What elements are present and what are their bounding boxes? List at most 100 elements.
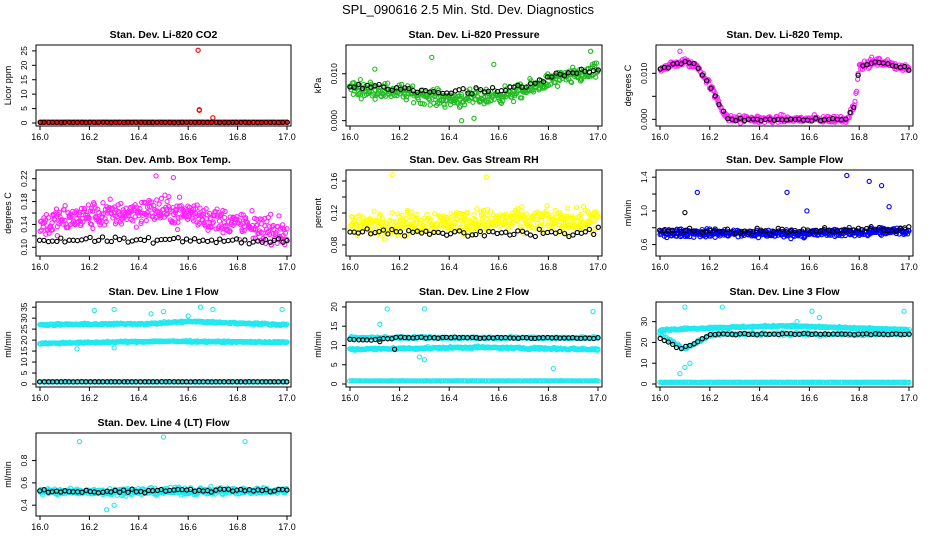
y-tick-label: 5 [19,106,29,111]
data-point [205,224,212,230]
data-point [356,81,362,88]
data-point [885,61,891,67]
chart-title: Stan. Dev. Line 3 Flow [729,286,840,298]
data-point [498,100,505,107]
data-point [593,74,599,80]
data-point [859,66,866,72]
y-tick-label: 10 [19,89,29,99]
chart-title: Stan. Dev. Line 1 Flow [108,286,219,298]
data-point [233,236,240,242]
data-point [686,60,692,66]
x-tick-label: 16.8 [540,393,558,403]
data-point [80,219,86,225]
data-point [279,222,286,228]
data-point [221,214,228,221]
data-point [552,79,558,85]
data-point [482,89,488,95]
data-point [171,235,177,242]
x-tick-label: 16.2 [81,393,99,403]
data-point [384,306,390,312]
x-tick-label: 16.2 [81,262,99,272]
x-tick-label: 16.4 [440,393,458,403]
y-axis-label: degrees C [3,192,13,234]
data-point [406,85,412,92]
y-axis-label: ml/min [623,331,633,358]
x-tick-label: 16.8 [850,132,868,142]
y-tick-label: 1.4 [639,171,649,183]
data-point [460,86,466,92]
data-point [444,215,450,221]
data-point [380,219,387,225]
data-point [284,119,290,125]
data-series [36,234,290,247]
data-point [191,236,198,242]
data-point [415,96,421,103]
data-point [395,233,402,239]
data-point [736,112,742,119]
data-point [468,229,475,235]
data-point [214,213,221,219]
data-point [570,232,576,238]
x-tick-label: 16.0 [341,132,359,142]
x-tick-label: 16.2 [81,132,99,142]
data-point [154,237,160,243]
x-tick-label: 16.2 [701,262,719,272]
data-point [58,119,64,126]
data-point [699,72,706,78]
data-point [460,220,466,227]
data-point [577,78,584,84]
data-point [259,216,265,223]
data-point [253,222,260,229]
data-point [158,195,165,202]
data-point [175,235,181,241]
data-point [187,207,194,214]
data-point [202,223,209,229]
data-point [389,171,395,178]
x-tick-label: 16.4 [130,393,148,403]
data-point [527,232,534,238]
data-point [121,235,127,241]
data-point [677,48,683,54]
data-point [389,209,395,216]
data-point [170,174,177,181]
y-tick-label: 30 [19,313,29,323]
data-point [210,115,216,121]
y-tick-label: 20 [19,335,29,345]
x-tick-label: 16.0 [651,262,669,272]
data-point [847,109,853,116]
x-tick-label: 16.0 [651,132,669,142]
data-point [118,200,124,207]
data-point [704,78,710,84]
data-point [259,239,265,245]
data-point [691,60,697,67]
data-point [252,235,258,241]
data-point [476,225,483,232]
data-point [279,306,285,313]
data-point [175,119,182,126]
data-point [41,237,47,244]
data-point [150,240,156,246]
data-point [107,196,113,202]
data-point [458,118,465,124]
data-point [154,197,160,203]
data-point [414,211,420,218]
data-point [866,178,872,185]
chart-panel: Stan. Dev. Amb. Box Temp.degrees C16.0 16… [3,154,296,272]
data-point [225,219,232,225]
data-point [429,54,435,61]
data-point [471,115,477,121]
data-point [241,227,247,234]
plot-frame [345,44,603,127]
data-point [36,237,43,243]
data-point [711,88,717,94]
data-point [86,215,92,222]
y-tick-label: 0 [19,120,29,125]
y-tick-label: 0 [329,381,339,386]
chart-title: Stan. Dev. Gas Stream RH [409,154,538,166]
data-point [780,112,786,118]
data-point [392,92,398,99]
data-point [79,237,85,243]
x-tick-label: 16.6 [490,262,508,272]
